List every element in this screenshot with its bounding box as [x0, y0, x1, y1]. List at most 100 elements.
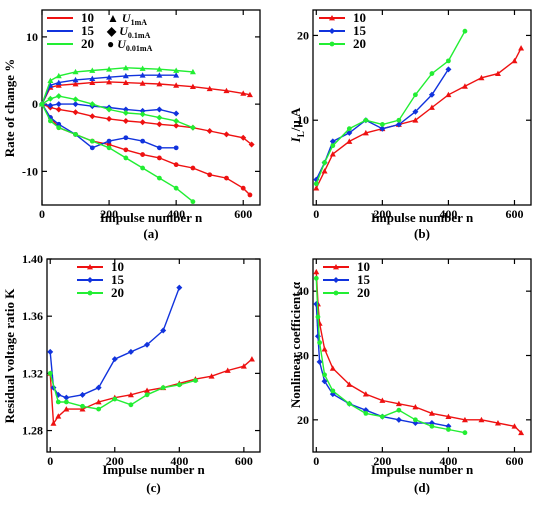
data-point	[63, 399, 69, 405]
data-point	[363, 117, 369, 123]
panel-label: (b)	[414, 226, 430, 241]
x-tick-label: 400	[167, 207, 185, 221]
series-10-U1mA	[39, 78, 253, 107]
data-point	[478, 416, 485, 423]
data-point	[140, 165, 146, 171]
series-line	[315, 271, 522, 434]
data-point	[346, 381, 353, 387]
data-point	[346, 138, 353, 144]
series-line	[315, 47, 522, 189]
data-point	[106, 142, 112, 147]
data-point	[123, 155, 129, 161]
data-point	[89, 145, 95, 151]
data-point	[316, 358, 323, 365]
data-point	[396, 117, 402, 123]
legend-label: 10	[353, 10, 366, 25]
data-point	[321, 378, 328, 385]
x-tick-label: 600	[234, 207, 252, 221]
y-tick-label: 1.32	[22, 366, 43, 380]
x-tick-label: 200	[100, 207, 118, 221]
data-point	[173, 110, 180, 117]
data-point	[72, 96, 79, 103]
y-tick-label: 30	[297, 349, 309, 363]
data-point	[207, 172, 213, 178]
x-axis-label: Impulse number n	[102, 462, 205, 477]
panel-d: 0 200 400 600 20 30 40 Impulse number n (d) Nonli…	[288, 258, 532, 495]
data-point	[379, 122, 385, 127]
data-point	[89, 79, 96, 86]
data-point	[47, 370, 53, 376]
data-point	[518, 429, 525, 436]
data-point	[330, 388, 336, 394]
data-point	[123, 135, 129, 141]
data-point	[139, 119, 146, 126]
data-point	[55, 399, 61, 405]
legend-marker	[87, 277, 93, 283]
series-line	[41, 74, 177, 105]
data-point	[39, 101, 45, 107]
plot-frame	[46, 258, 261, 453]
data-point	[56, 121, 62, 127]
data-point	[144, 341, 151, 348]
data-point	[156, 72, 163, 78]
data-point	[122, 72, 129, 79]
data-point	[96, 406, 102, 412]
data-point	[494, 420, 501, 426]
data-point	[156, 175, 162, 181]
series-10-U0.01mA	[39, 101, 253, 198]
data-point	[122, 109, 129, 116]
data-point	[127, 391, 134, 398]
panel-label: (d)	[414, 480, 430, 495]
data-point	[79, 406, 86, 412]
data-point	[72, 76, 79, 83]
x-tick-label: 600	[505, 454, 523, 468]
data-point	[462, 430, 468, 436]
data-point	[122, 106, 129, 113]
y-tick-label: 0	[32, 97, 38, 111]
data-point	[518, 45, 525, 51]
x-tick-label: 0	[39, 207, 45, 221]
data-point	[321, 168, 328, 174]
series-line	[49, 358, 253, 426]
data-point	[140, 138, 146, 144]
data-point	[106, 66, 113, 72]
data-point	[73, 131, 78, 137]
series-line	[315, 68, 449, 180]
x-tick-label: 200	[106, 454, 124, 468]
series-line	[41, 103, 194, 203]
data-point	[248, 356, 255, 362]
data-point	[330, 143, 336, 149]
data-point	[47, 77, 54, 84]
data-point	[156, 114, 163, 121]
data-point	[173, 72, 180, 78]
series-line	[315, 303, 449, 427]
data-point	[445, 91, 452, 98]
data-point	[156, 145, 162, 151]
data-point	[395, 121, 402, 128]
data-point	[461, 416, 468, 423]
series-20-U0.1mA	[39, 93, 196, 131]
data-point	[173, 145, 179, 151]
data-point	[317, 340, 323, 346]
data-point	[396, 407, 402, 413]
data-point	[47, 95, 54, 102]
data-point	[173, 82, 180, 88]
data-point	[247, 192, 253, 198]
data-point	[246, 91, 253, 98]
series-10	[313, 45, 525, 191]
data-point	[106, 74, 113, 80]
data-point	[144, 387, 151, 393]
x-axis-label: Impulse number n	[371, 462, 474, 477]
legend-marker	[329, 28, 335, 34]
data-point	[55, 93, 62, 100]
data-point	[156, 66, 163, 72]
x-tick-label: 0	[47, 454, 53, 468]
data-point	[106, 138, 112, 144]
data-point	[89, 113, 96, 120]
x-axis-label: Impulse number n	[100, 210, 203, 225]
data-point	[190, 199, 196, 205]
data-point	[346, 126, 352, 132]
data-point	[395, 400, 402, 407]
